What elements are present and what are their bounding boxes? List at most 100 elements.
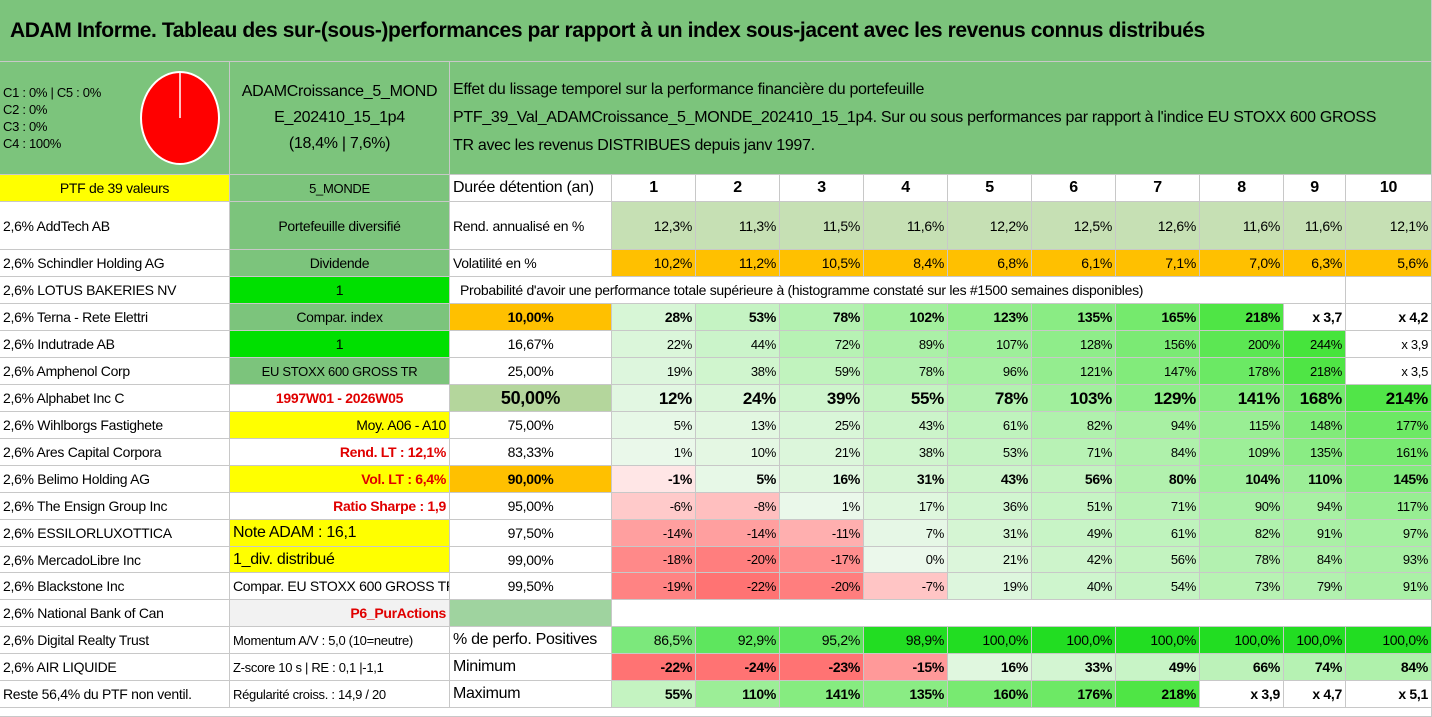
probability-threshold: 75,00% — [450, 412, 612, 439]
probability-value: 17% — [864, 493, 948, 520]
annual-return-value: 11,6% — [1284, 202, 1346, 250]
volatility-value: 6,3% — [1284, 250, 1346, 277]
param-cell: Portefeuille diversifié — [230, 202, 450, 250]
maximum-label: Maximum — [450, 681, 612, 708]
probability-value: 1% — [612, 439, 696, 466]
volatility-value: 10,5% — [780, 250, 864, 277]
param-cell: Note ADAM : 16,1 — [230, 520, 450, 547]
minimum-label: Minimum — [450, 654, 612, 681]
param-cell: Compar. EU STOXX 600 GROSS TR — [230, 573, 450, 600]
minimum-value: 16% — [948, 654, 1032, 681]
probability-value: 147% — [1116, 358, 1200, 385]
annual-return-value: 11,6% — [1200, 202, 1284, 250]
holding-row: 2,6% Blackstone Inc — [0, 573, 230, 600]
probability-value: -19% — [612, 573, 696, 600]
probability-value: 165% — [1116, 304, 1200, 331]
probability-value: 128% — [1032, 331, 1116, 358]
maximum-value: x 4,7 — [1284, 681, 1346, 708]
probability-value: 19% — [612, 358, 696, 385]
holding-row: 2,6% The Ensign Group Inc — [0, 493, 230, 520]
probability-threshold: 90,00% — [450, 466, 612, 493]
volatility-value: 6,8% — [948, 250, 1032, 277]
volatility-value: 11,2% — [696, 250, 780, 277]
probability-value: 168% — [1284, 385, 1346, 412]
probability-value: 78% — [864, 358, 948, 385]
probability-value: 93% — [1346, 547, 1432, 573]
probability-value: 218% — [1200, 304, 1284, 331]
probability-value: -1% — [612, 466, 696, 493]
probability-value: 16% — [780, 466, 864, 493]
report-title: ADAM Informe. Tableau des sur-(sous-)per… — [0, 0, 1432, 62]
year-header: 6 — [1032, 175, 1116, 202]
probability-value: 96% — [948, 358, 1032, 385]
probability-value: 54% — [1116, 573, 1200, 600]
holding-row: 2,6% National Bank of Can — [0, 600, 230, 627]
positive-perf-value: 100,0% — [1346, 627, 1432, 654]
maximum-value: 55% — [612, 681, 696, 708]
probability-value: 84% — [1116, 439, 1200, 466]
empty-cell — [450, 600, 612, 627]
annual-return-value: 12,3% — [612, 202, 696, 250]
probability-value: 56% — [1032, 466, 1116, 493]
year-header: 1 — [612, 175, 696, 202]
probability-value: 148% — [1284, 412, 1346, 439]
probability-value: 49% — [1032, 520, 1116, 547]
holding-row: 2,6% AIR LIQUIDE — [0, 654, 230, 681]
probability-value: -17% — [780, 547, 864, 573]
class-line: C4 : 100% — [3, 136, 62, 151]
probability-value: -14% — [696, 520, 780, 547]
probability-value: 21% — [948, 547, 1032, 573]
maximum-value: 218% — [1116, 681, 1200, 708]
param-cell: 1997W01 - 2026W05 — [230, 385, 450, 412]
param-cell: Régularité croiss. : 14,9 / 20 — [230, 681, 450, 708]
probability-value: 110% — [1284, 466, 1346, 493]
probability-value: 59% — [780, 358, 864, 385]
minimum-value: -22% — [612, 654, 696, 681]
holding-row: 2,6% Digital Realty Trust — [0, 627, 230, 654]
year-header: 10 — [1346, 175, 1432, 202]
annual-return-value: 12,1% — [1346, 202, 1432, 250]
ptf-label: PTF de 39 valeurs — [0, 175, 230, 202]
annual-return-value: 12,6% — [1116, 202, 1200, 250]
probability-value: 104% — [1200, 466, 1284, 493]
probability-value: 38% — [864, 439, 948, 466]
volatility-value: 8,4% — [864, 250, 948, 277]
probability-value: 78% — [780, 304, 864, 331]
probability-value: 38% — [696, 358, 780, 385]
probability-value: 39% — [780, 385, 864, 412]
probability-value: 25% — [780, 412, 864, 439]
description-line: PTF_39_Val_ADAMCroissance_5_MONDE_202410… — [453, 109, 1377, 126]
probability-value: 71% — [1116, 493, 1200, 520]
year-header: 7 — [1116, 175, 1200, 202]
class-line: C1 : 0% | C5 : 0% — [3, 85, 101, 100]
probability-value: 214% — [1346, 385, 1432, 412]
year-header: 8 — [1200, 175, 1284, 202]
probability-value: -7% — [864, 573, 948, 600]
holding-row: 2,6% Amphenol Corp — [0, 358, 230, 385]
param-cell: Dividende — [230, 250, 450, 277]
probability-value: 31% — [864, 466, 948, 493]
maximum-value: x 5,1 — [1346, 681, 1432, 708]
param-cell: Rend. LT : 12,1% — [230, 439, 450, 466]
probability-value: 78% — [1200, 547, 1284, 573]
param-cell: Momentum A/V : 5,0 (10=neutre) — [230, 627, 450, 654]
probability-value: 24% — [696, 385, 780, 412]
description-line: Effet du lissage temporel sur la perform… — [453, 81, 925, 98]
param-cell: 1 — [230, 277, 450, 304]
probability-threshold: 10,00% — [450, 304, 612, 331]
positive-perf-value: 100,0% — [1284, 627, 1346, 654]
annual-return-value: 11,5% — [780, 202, 864, 250]
probability-value: 72% — [780, 331, 864, 358]
probability-value: 129% — [1116, 385, 1200, 412]
probability-value: x 4,2 — [1346, 304, 1432, 331]
probability-value: 12% — [612, 385, 696, 412]
param-cell: Vol. LT : 6,4% — [230, 466, 450, 493]
holding-row: 2,6% Belimo Holding AG — [0, 466, 230, 493]
maximum-value: x 3,9 — [1200, 681, 1284, 708]
param-cell: 1_div. distribué — [230, 547, 450, 573]
probability-value: 36% — [948, 493, 1032, 520]
year-header: 2 — [696, 175, 780, 202]
param-cell: 5_MONDE — [230, 175, 450, 202]
probability-value: -8% — [696, 493, 780, 520]
